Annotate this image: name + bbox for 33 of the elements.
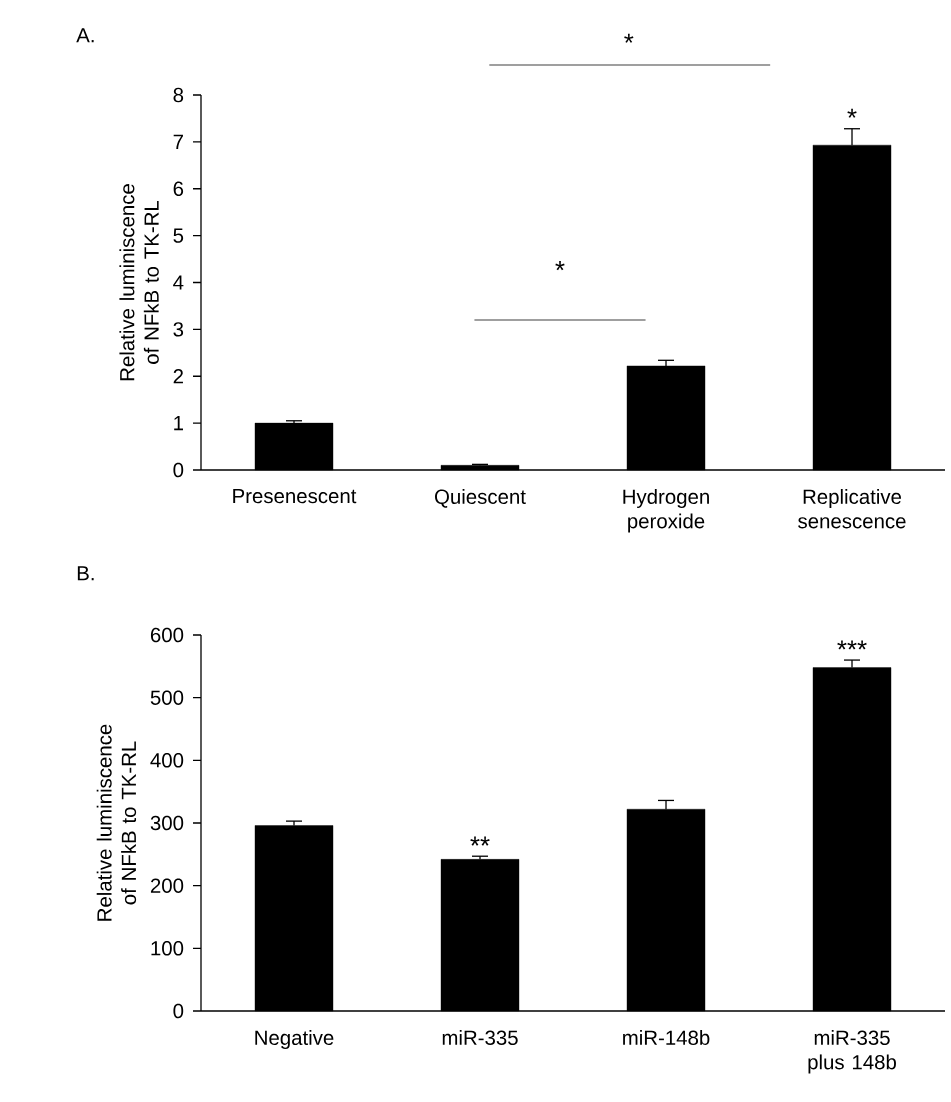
x-tick-label: Quiescent — [434, 489, 526, 508]
y-tick-label: 100 — [151, 941, 184, 956]
chart-title: A. — [76, 28, 94, 43]
x-tick-label: Hydrogen peroxide — [623, 489, 709, 533]
text: * — [624, 33, 634, 43]
y-axis-title: Relative luminiscence of NFkB to TK-RL — [119, 184, 159, 381]
y-tick-label: 3 — [173, 322, 184, 337]
annotation: * — [555, 261, 565, 271]
y-tick-label: 300 — [150, 815, 184, 831]
annotation: ** — [470, 836, 490, 846]
y-tick-label: 1 — [174, 416, 183, 431]
y-tick-label: 6 — [173, 181, 184, 196]
x-tick-label: Presenescent — [233, 489, 357, 504]
x-tick-label: miR-335 — [442, 1030, 518, 1046]
chart-title: B. — [77, 566, 94, 581]
annotation: *** — [837, 640, 867, 650]
y-axis-title: Relative luminiscence of NFkB to TK-RL — [96, 724, 137, 921]
y-tick-label: 5 — [173, 228, 184, 243]
y-tick-label: 600 — [150, 627, 184, 643]
y-tick-label: 200 — [150, 878, 184, 893]
y-tick-label: 2 — [173, 369, 183, 384]
y-tick-label: 0 — [173, 462, 184, 478]
x-tick-label: Negative — [255, 1030, 334, 1050]
y-tick-label: 500 — [150, 690, 184, 705]
y-tick-label: 8 — [173, 87, 184, 103]
y-tick-label: 4 — [173, 275, 184, 290]
y-tick-label: 400 — [150, 753, 184, 768]
x-tick-label: Replicative senescence — [798, 489, 906, 529]
y-tick-label: 7 — [173, 134, 183, 149]
y-tick-label: 0 — [173, 1003, 184, 1019]
x-tick-label: miR-148b — [623, 1030, 710, 1046]
annotation: * — [847, 108, 857, 118]
x-tick-label: miR-335 plus 148b — [808, 1030, 896, 1074]
